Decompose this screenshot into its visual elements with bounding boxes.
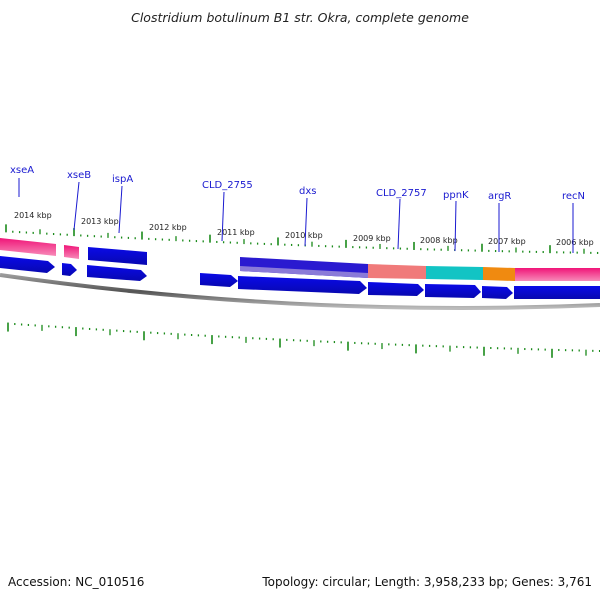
gene-label-CLD_2757[interactable]: CLD_2757 (376, 188, 427, 199)
cds-arrow-CLD_2757[interactable] (368, 282, 424, 296)
gene-label-CLD_2755[interactable]: CLD_2755 (202, 180, 253, 191)
gene-label-ispA[interactable]: ispA (112, 174, 133, 185)
leader-CLD_2757 (397, 198, 401, 250)
scale-label-2014: 2014 kbp (14, 211, 52, 220)
leader-dxs (304, 197, 308, 247)
inner-tick-ring (7, 322, 600, 358)
cds-arrow-track (0, 247, 600, 299)
cds-arrow-ispA-upper[interactable] (88, 247, 147, 265)
leader-ispA (118, 185, 123, 234)
genome-backbone (0, 273, 600, 311)
cds-arrow-xseB[interactable] (62, 263, 77, 276)
leader-ppnK (454, 200, 457, 252)
leader-xseB (73, 181, 80, 231)
gene-label-lines (18, 178, 574, 253)
scale-label-2009: 2009 kbp (353, 234, 391, 243)
gene-label-xseA[interactable]: xseA (10, 165, 34, 176)
scale-labels: 2014 kbp 2013 kbp 2012 kbp 2011 kbp 2010… (14, 211, 594, 247)
cds-arrow-CLD_2755[interactable] (200, 273, 238, 287)
feature-salmon-CLD_2757[interactable] (368, 264, 426, 279)
scale-label-2012: 2012 kbp (149, 223, 187, 232)
feature-pink-recN[interactable] (515, 268, 600, 281)
gene-labels: xseA xseB ispA CLD_2755 dxs CLD_2757 ppn… (10, 165, 585, 202)
feature-band-CLD_2756 (240, 266, 368, 278)
cds-arrow-ispA[interactable] (87, 265, 147, 281)
cds-arrow-dxs[interactable] (238, 276, 367, 294)
feature-pink-xseB[interactable] (64, 245, 79, 259)
gene-label-ppnK[interactable]: ppnK (443, 190, 469, 201)
feature-orange-argR[interactable] (483, 267, 515, 281)
genome-summary-text: Topology: circular; Length: 3,958,233 bp… (262, 575, 592, 589)
cds-arrow-recN[interactable] (514, 286, 600, 299)
scale-label-2013: 2013 kbp (81, 217, 119, 226)
feature-teal-ppnK[interactable] (426, 266, 483, 280)
gene-label-recN[interactable]: recN (562, 191, 585, 202)
scale-label-2011: 2011 kbp (217, 228, 255, 237)
scale-label-2010: 2010 kbp (285, 231, 323, 240)
gene-label-argR[interactable]: argR (488, 191, 511, 202)
cds-arrow-ppnK[interactable] (425, 284, 481, 298)
cds-arrow-argR[interactable] (482, 286, 513, 299)
map-title: Clostridium botulinum B1 str. Okra, comp… (131, 10, 469, 25)
outer-tick-ring (5, 224, 599, 254)
feature-pink-xseA[interactable] (0, 238, 56, 256)
scale-label-2006: 2006 kbp (556, 238, 594, 247)
gene-label-xseB[interactable]: xseB (67, 170, 91, 181)
leader-CLD_2755 (221, 191, 225, 242)
scale-label-2007: 2007 kbp (488, 237, 526, 246)
gene-label-dxs[interactable]: dxs (299, 186, 316, 197)
scale-label-2008: 2008 kbp (420, 236, 458, 245)
cds-arrow-xseA[interactable] (0, 256, 55, 273)
accession-text: Accession: NC_010516 (8, 575, 145, 589)
forward-feature-track (0, 238, 600, 281)
